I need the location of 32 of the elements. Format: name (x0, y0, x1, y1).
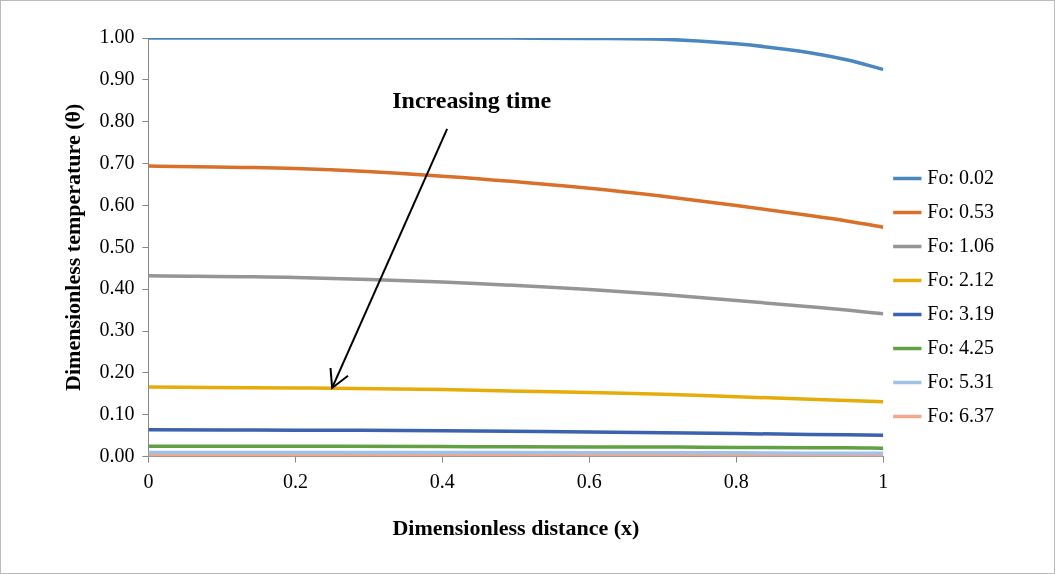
x-tick-label: 0.4 (429, 469, 455, 492)
y-tick-label: 0.70 (99, 150, 135, 173)
line-series (148, 164, 884, 229)
x-tick-label: 0 (143, 469, 154, 492)
y-tick-label: 0.60 (99, 192, 135, 215)
y-tick-label: 0.30 (99, 318, 135, 341)
line-series (148, 385, 884, 404)
x-tick-label: 0.2 (282, 469, 308, 492)
legend-label: Fo: 4.25 (927, 335, 995, 358)
line-series (148, 38, 884, 72)
y-tick-label: 0.50 (99, 234, 135, 257)
annotation: Increasing time (391, 86, 553, 114)
legend-label: Fo: 2.12 (927, 267, 995, 290)
legend-label: Fo: 0.53 (927, 199, 995, 222)
legend-label: Fo: 3.19 (927, 301, 995, 324)
y-axis-title: Dimensionless temperature (θ) (59, 103, 85, 391)
legend-label: Fo: 6.37 (927, 403, 995, 426)
y-tick-label: 0.80 (99, 108, 135, 131)
x-tick-label: 0.8 (723, 469, 749, 492)
x-tick-label: 1 (878, 469, 889, 492)
y-tick-label: 0.90 (99, 67, 135, 90)
y-tick-label: 0.10 (99, 401, 135, 424)
y-tick-label: 1.00 (99, 25, 135, 48)
legend-label: Fo: 0.02 (927, 165, 995, 188)
y-tick-label: 0.20 (99, 360, 135, 383)
legend-label: Fo: 1.06 (927, 233, 995, 256)
y-tick-label: 0.40 (99, 276, 135, 299)
y-tick-label: 0.00 (99, 443, 135, 466)
x-axis-title: Dimensionless distance (x) (392, 515, 640, 541)
line-series (148, 274, 884, 316)
x-tick-label: 0.6 (576, 469, 602, 492)
legend-label: Fo: 5.31 (927, 369, 995, 392)
